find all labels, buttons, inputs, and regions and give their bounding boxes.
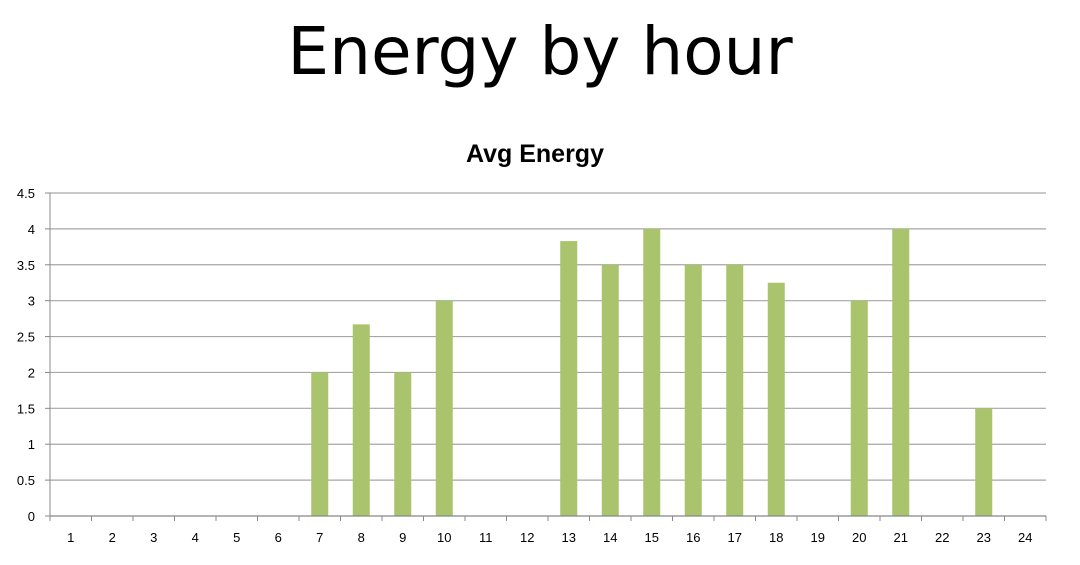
x-tick-label: 8 xyxy=(358,530,365,545)
y-tick-label: 1 xyxy=(28,437,35,452)
x-tick-label: 1 xyxy=(67,530,74,545)
x-tick-label: 6 xyxy=(275,530,282,545)
x-tick-label: 23 xyxy=(977,530,991,545)
bar-hour-14 xyxy=(601,264,619,516)
bar-hour-7 xyxy=(311,372,329,516)
bar-hour-8 xyxy=(352,324,370,516)
x-tick-label: 2 xyxy=(109,530,116,545)
x-tick-label: 16 xyxy=(686,530,700,545)
y-tick-label: 4 xyxy=(28,222,35,237)
y-tick-label: 3.5 xyxy=(17,258,35,273)
x-tick-label: 24 xyxy=(1018,530,1032,545)
x-tick-label: 18 xyxy=(769,530,783,545)
x-tick-label: 14 xyxy=(603,530,617,545)
y-tick-label: 1.5 xyxy=(17,401,35,416)
x-tick-label: 15 xyxy=(645,530,659,545)
x-tick-label: 7 xyxy=(316,530,323,545)
x-tick-label: 13 xyxy=(562,530,576,545)
x-tick-label: 20 xyxy=(852,530,866,545)
x-tick-label: 17 xyxy=(728,530,742,545)
bar-hour-13 xyxy=(560,241,578,516)
bar-hour-9 xyxy=(394,372,412,516)
x-tick-label: 4 xyxy=(192,530,199,545)
y-tick-label: 2 xyxy=(28,365,35,380)
bar-hour-16 xyxy=(684,264,702,516)
bar-hour-21 xyxy=(892,228,910,516)
y-tick-label: 0.5 xyxy=(17,473,35,488)
x-tick-label: 11 xyxy=(479,530,493,545)
x-tick-label: 9 xyxy=(399,530,406,545)
bar-hour-20 xyxy=(850,300,868,516)
x-tick-label: 21 xyxy=(894,530,908,545)
bar-hour-23 xyxy=(975,408,993,516)
bar-hour-10 xyxy=(435,300,453,516)
x-tick-label: 5 xyxy=(233,530,240,545)
x-tick-label: 12 xyxy=(520,530,534,545)
chart-title: Avg Energy xyxy=(465,140,604,168)
page-title: Energy by hour xyxy=(287,13,793,90)
bar-hour-17 xyxy=(726,264,744,516)
bar-hour-15 xyxy=(643,228,661,516)
y-tick-label: 3 xyxy=(28,294,35,309)
x-tick-label: 22 xyxy=(935,530,949,545)
x-tick-label: 10 xyxy=(437,530,451,545)
y-tick-label: 4.5 xyxy=(17,186,35,201)
y-tick-label: 2.5 xyxy=(17,330,35,345)
x-tick-label: 19 xyxy=(811,530,825,545)
y-tick-label: 0 xyxy=(28,509,35,524)
x-tick-label: 3 xyxy=(150,530,157,545)
bar-hour-18 xyxy=(767,282,785,516)
